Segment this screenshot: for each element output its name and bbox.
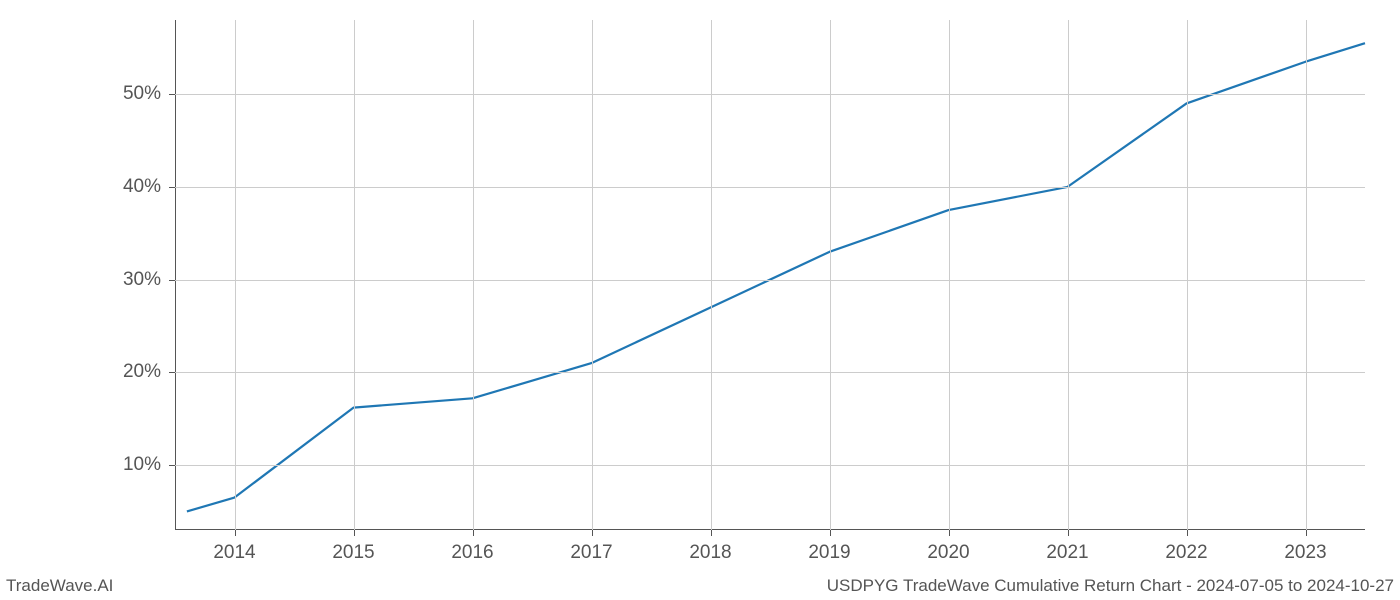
x-tick-label: 2016 bbox=[451, 530, 493, 564]
x-tick-label: 2018 bbox=[689, 530, 731, 564]
x-tick-label: 2019 bbox=[808, 530, 850, 564]
x-tick-label: 2014 bbox=[213, 530, 255, 564]
return-line bbox=[187, 43, 1365, 511]
x-tick-label: 2023 bbox=[1284, 530, 1326, 564]
x-gridline bbox=[354, 20, 355, 530]
y-tick-label: 10% bbox=[123, 454, 175, 476]
x-tick-label: 2015 bbox=[332, 530, 374, 564]
plot-area: 10%20%30%40%50%2014201520162017201820192… bbox=[175, 20, 1365, 530]
x-tick-label: 2017 bbox=[570, 530, 612, 564]
y-tick-label: 20% bbox=[123, 361, 175, 383]
x-tick-label: 2022 bbox=[1165, 530, 1207, 564]
y-tick-label: 40% bbox=[123, 176, 175, 198]
x-gridline bbox=[235, 20, 236, 530]
x-gridline bbox=[949, 20, 950, 530]
footer-brand: TradeWave.AI bbox=[6, 576, 113, 596]
x-gridline bbox=[473, 20, 474, 530]
footer-caption: USDPYG TradeWave Cumulative Return Chart… bbox=[827, 576, 1394, 596]
y-tick-label: 30% bbox=[123, 269, 175, 291]
x-tick-label: 2021 bbox=[1046, 530, 1088, 564]
x-gridline bbox=[1187, 20, 1188, 530]
x-gridline bbox=[1068, 20, 1069, 530]
y-tick-label: 50% bbox=[123, 83, 175, 105]
x-gridline bbox=[711, 20, 712, 530]
return-chart: 10% 20% 30% 40% 50% 2014 2015 2016 2017 2018 2019 2… bbox=[0, 0, 1400, 600]
y-axis-spine bbox=[175, 20, 176, 530]
x-gridline bbox=[592, 20, 593, 530]
x-tick-label: 2020 bbox=[927, 530, 969, 564]
x-gridline bbox=[830, 20, 831, 530]
x-gridline bbox=[1306, 20, 1307, 530]
